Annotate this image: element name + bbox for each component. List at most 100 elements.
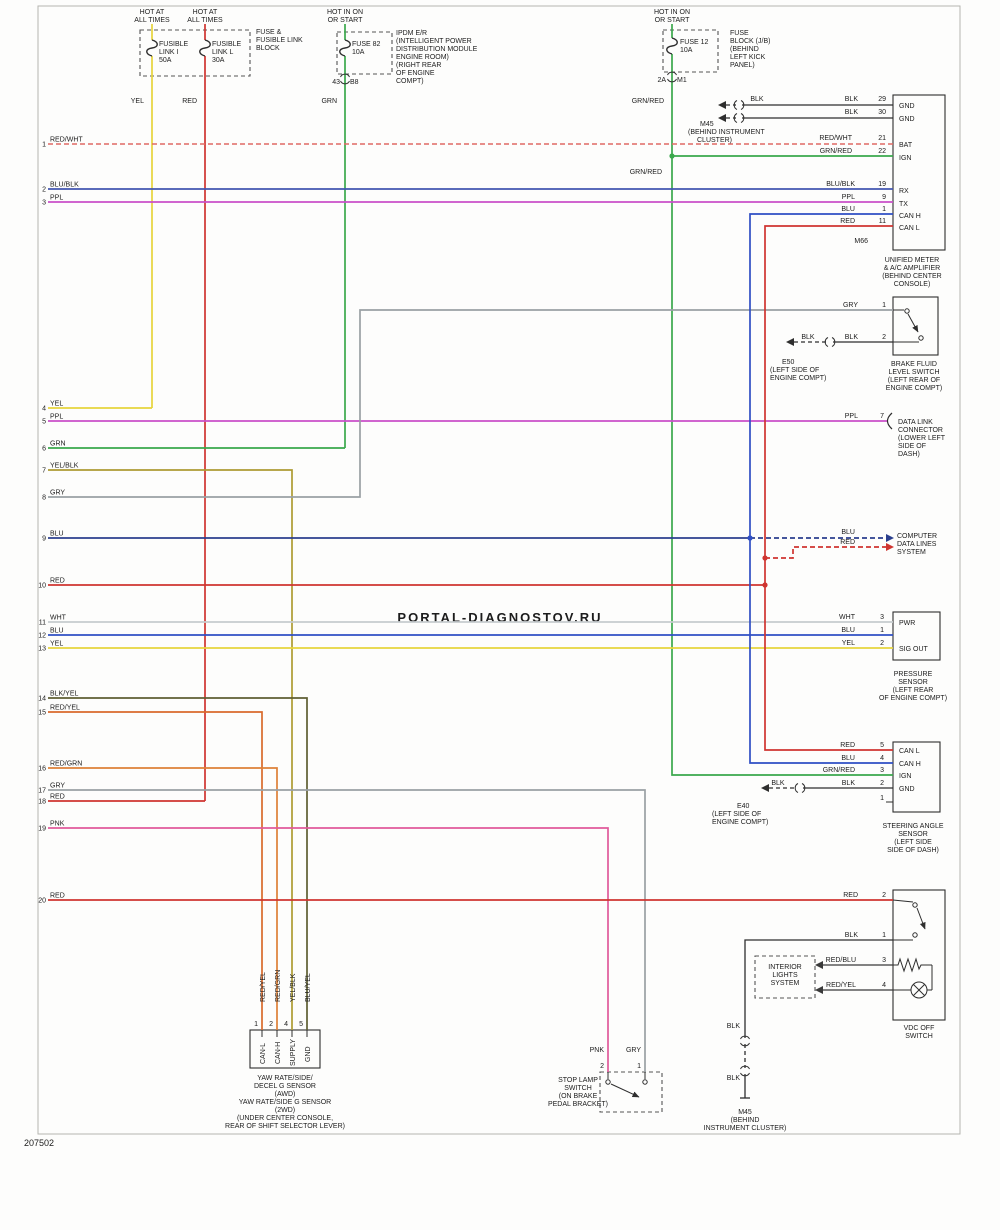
diagram-label: (LEFT SIDE <box>894 839 932 846</box>
diagram-label: STOP LAMP <box>558 1077 598 1084</box>
diagram-graphics: 1 RED/WHT 2 BLU/BLK 3 PPL 4 YEL 5 PPL 6 GRN 7 YEL/BLK… <box>38 9 947 1132</box>
wire-color-label: RED <box>50 794 65 801</box>
diagram-label: PEDAL BRACKET) <box>548 1101 608 1108</box>
diagram-label: BLK <box>801 334 815 341</box>
wire-8-gry <box>48 309 893 498</box>
diagram-label: YEL <box>131 98 144 105</box>
wire-color-label: BLU <box>50 628 64 635</box>
wire-number: 3 <box>42 200 46 207</box>
diagram-label: 2 <box>882 334 886 341</box>
diagram-label: (LEFT REAR OF <box>888 377 940 384</box>
diagram-label: M45 <box>700 121 714 128</box>
diagram-label: COMPT) <box>396 78 424 85</box>
wire-7-yelblk <box>48 469 293 1030</box>
diagram-label: FUSE <box>730 30 749 37</box>
diagram-label: 1 <box>882 932 886 939</box>
diagram-label: GND <box>899 116 915 123</box>
diagram-label: BLK <box>750 96 764 103</box>
wire-color-label: PNK <box>50 821 65 828</box>
diagram-label: OR START <box>328 17 363 24</box>
diagram-label: (BEHIND INSTRUMENT <box>688 129 765 136</box>
diagram-label: RED <box>840 539 855 546</box>
brake-terminal-a <box>904 308 910 314</box>
diagram-label: & A/C AMPLIFIER <box>884 265 940 272</box>
diagram-label: 2 <box>269 1021 273 1028</box>
wire-number: 14 <box>38 696 46 703</box>
diagram-label: M66 <box>854 238 868 245</box>
wire-number: 2 <box>42 187 46 194</box>
diagram-label: BLU <box>841 755 855 762</box>
diagram-label: INSTRUMENT CLUSTER) <box>704 1125 787 1132</box>
diagram-label: CONSOLE) <box>894 281 931 288</box>
diagram-label: (LEFT SIDE OF <box>770 367 819 374</box>
wire-grnred-feed <box>671 54 893 776</box>
wire-number: 16 <box>38 766 46 773</box>
fusible-link-l-symbol <box>199 39 211 57</box>
wire-number: 11 <box>39 620 46 627</box>
diagram-label: IPDM E/R <box>396 30 427 37</box>
diagram-label: ALL TIMES <box>134 17 170 24</box>
diagram-label: FUSE 82 <box>352 41 381 48</box>
wire-17-gry <box>48 789 646 1072</box>
diagram-label: RED <box>182 98 197 105</box>
diagram-label: BLK <box>771 780 785 787</box>
diagram-label: GND <box>899 103 915 110</box>
wire-color-label: BLK/YEL <box>50 691 79 698</box>
diagram-label: (LOWER LEFT <box>898 435 946 442</box>
fuse-82-symbol <box>339 39 351 57</box>
diagram-label: COMPUTER <box>897 533 937 540</box>
brake-terminal-b <box>918 335 924 341</box>
wire-color-label: GRY <box>50 490 65 497</box>
wire-14-blkyel <box>48 697 308 1030</box>
diagram-label: BLK <box>727 1075 741 1082</box>
diagram-label: 30A <box>212 57 225 64</box>
vdc-off-switch <box>892 889 946 1021</box>
diagram-label: GRY <box>843 302 858 309</box>
wire-color-label: YEL <box>50 641 63 648</box>
diagram-label: 5 <box>299 1021 303 1028</box>
diagram-label: BLK <box>845 334 859 341</box>
stop-lamp-switch <box>599 1071 663 1113</box>
diagram-label: FUSIBLE <box>212 41 242 48</box>
diagram-label: 5 <box>880 742 884 749</box>
diagram-label: GRN/RED <box>630 169 662 176</box>
diagram-label: ENGINE COMPT) <box>712 819 768 826</box>
diagram-label: BRAKE FLUID <box>891 361 937 368</box>
diagram-label: PWR <box>899 620 915 627</box>
diagram-label: 43 <box>332 79 340 86</box>
wire-datalines-red <box>765 546 886 559</box>
connector-m45-c <box>740 1035 750 1040</box>
junction-dot <box>747 535 753 541</box>
connector-m45-b <box>733 113 738 123</box>
diagram-label: 3 <box>880 614 884 621</box>
wire-can-h <box>749 213 893 764</box>
wire-color-label: WHT <box>50 615 67 622</box>
wire-number: 6 <box>42 446 46 453</box>
connector-e50 <box>824 337 829 347</box>
wire-number: 8 <box>42 495 46 502</box>
diagram-label: CAN-H <box>275 1042 282 1064</box>
diagram-label: GRN/RED <box>820 148 852 155</box>
diagram-label: 9 <box>882 194 886 201</box>
diagram-label: DATA LINES <box>897 541 937 548</box>
diagram-label: E50 <box>782 359 795 366</box>
diagram-label: BLOCK (J/B) <box>730 38 770 45</box>
diagram-label: 29 <box>878 96 886 103</box>
diagram-label: IGN <box>899 773 911 780</box>
diagram-label: RED <box>840 218 855 225</box>
diagram-label: 1 <box>637 1063 641 1070</box>
wire-number: 5 <box>42 419 46 426</box>
diagram-label: SYSTEM <box>897 549 926 556</box>
diagram-label: PNK <box>590 1047 605 1054</box>
diagram-label: RX <box>899 188 909 195</box>
diagram-label: 2 <box>882 892 886 899</box>
diagram-label: LEFT KICK <box>730 54 766 61</box>
diagram-label: PPL <box>845 413 858 420</box>
diagram-label: (UNDER CENTER CONSOLE, <box>237 1115 333 1122</box>
wire-number: 9 <box>42 536 46 543</box>
diagram-label: RED/YEL <box>826 982 856 989</box>
connector-e50 <box>831 337 836 347</box>
diagram-label: GND <box>899 786 915 793</box>
steering-angle-sensor <box>892 741 941 813</box>
data-link-connector-bracket <box>886 412 893 430</box>
